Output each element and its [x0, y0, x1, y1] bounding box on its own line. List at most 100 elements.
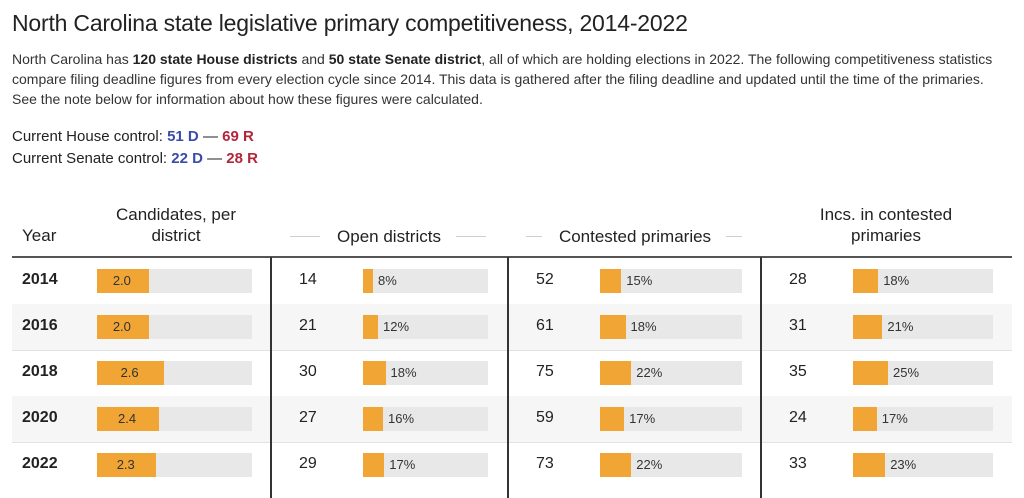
header-open-districts: Open districts [337, 227, 441, 246]
open-districts-bar-track: 18% [363, 361, 488, 385]
open-districts-count: 21 [299, 317, 317, 334]
intro-text-3: , all of which are holding elections in … [12, 51, 993, 107]
incumbents-contested-bar-label: 18% [883, 273, 910, 288]
incumbents-contested-bar-fill [853, 269, 879, 293]
house-control: Current House control: 51 D — 69 R [12, 128, 254, 145]
house-rep-seats: 69 R [222, 128, 254, 145]
year-cell: 2018 [22, 363, 58, 380]
intro-senate-count: 50 state Senate district [328, 51, 482, 67]
incumbents-contested-count: 31 [789, 317, 807, 334]
year-cell: 2020 [22, 409, 58, 426]
open-districts-bar-label: 16% [388, 411, 415, 426]
incumbents-contested-count: 28 [789, 271, 807, 288]
candidates-bar-label: 2.4 [118, 411, 137, 426]
incumbents-contested-bar-track: 17% [853, 407, 993, 431]
candidates-bar-label: 2.3 [116, 457, 135, 472]
incumbents-contested-bar-label: 21% [887, 319, 914, 334]
contested-primaries-bar-track: 18% [600, 315, 742, 339]
open-districts-bar-fill [363, 361, 386, 385]
candidates-bar-fill [97, 407, 159, 431]
open-districts-count: 30 [299, 363, 317, 380]
incumbents-contested-bar-label: 23% [890, 457, 917, 472]
candidates-bar-fill [97, 361, 165, 385]
contested-primaries-bar-fill [600, 407, 625, 431]
header-divider [12, 256, 1012, 258]
contested-primaries-bar-label: 22% [636, 365, 663, 380]
open-districts-count: 29 [299, 455, 317, 472]
incumbents-contested-bar-fill [853, 407, 877, 431]
senate-separator: — [207, 150, 223, 167]
incumbents-contested-bar-track: 23% [853, 453, 993, 477]
contested-primaries-bar-fill [600, 453, 632, 477]
incumbents-contested-bar-label: 25% [893, 365, 920, 380]
candidates-bar-fill [97, 269, 149, 293]
incumbents-contested-bar-track: 18% [853, 269, 993, 293]
house-separator: — [202, 128, 218, 145]
header-incumbents-contested: Incs. in contested primaries [819, 205, 953, 245]
contested-primaries-count: 61 [536, 317, 554, 334]
row-separator [12, 350, 1012, 351]
open-districts-bar-fill [363, 407, 383, 431]
open-districts-bar-label: 17% [389, 457, 416, 472]
senate-control-label: Current Senate control: [12, 150, 168, 167]
contested-primaries-count: 59 [536, 409, 554, 426]
open-districts-bar-fill [363, 269, 373, 293]
header-contested-primaries: Contested primaries [558, 227, 712, 246]
intro-text-2: and [297, 51, 329, 67]
column-divider [507, 257, 509, 498]
contested-primaries-bar-fill [600, 269, 622, 293]
row-separator [12, 442, 1012, 443]
candidates-bar-fill [97, 315, 149, 339]
open-districts-bar-fill [363, 453, 385, 477]
house-dem-seats: 51 D [167, 128, 199, 145]
open-districts-count: 27 [299, 409, 317, 426]
senate-rep-seats: 28 R [226, 150, 258, 167]
contested-primaries-bar-track: 22% [600, 453, 742, 477]
chart-title: North Carolina state legislative primary… [12, 10, 688, 36]
candidates-bar-label: 2.0 [112, 319, 131, 334]
house-control-label: Current House control: [12, 128, 163, 145]
incumbents-contested-bar-track: 25% [853, 361, 993, 385]
incumbents-contested-bar-fill [853, 361, 888, 385]
table-row: 2022 2.3 29 17% 73 22% 33 23% [12, 442, 1012, 488]
contested-primaries-bar-label: 22% [636, 457, 663, 472]
candidates-bar-track: 2.0 [97, 269, 252, 293]
open-districts-bar-fill [363, 315, 378, 339]
incumbents-contested-count: 24 [789, 409, 807, 426]
contested-primaries-bar-label: 15% [626, 273, 653, 288]
open-districts-bar-label: 8% [378, 273, 397, 288]
contested-primaries-bar-fill [600, 361, 632, 385]
contested-primaries-bar-track: 17% [600, 407, 742, 431]
open-districts-bar-track: 8% [363, 269, 488, 293]
candidates-bar-label: 2.6 [120, 365, 139, 380]
open-districts-bar-label: 12% [383, 319, 410, 334]
open-districts-count: 14 [299, 271, 317, 288]
column-divider [270, 257, 272, 498]
incumbents-contested-bar-fill [853, 453, 886, 477]
contested-primaries-bar-track: 22% [600, 361, 742, 385]
contested-primaries-count: 52 [536, 271, 554, 288]
incumbents-contested-count: 33 [789, 455, 807, 472]
candidates-bar-track: 2.3 [97, 453, 252, 477]
contested-primaries-bar-label: 18% [630, 319, 657, 334]
header-candidates-per-district: Candidates, per district [115, 205, 237, 245]
table-row: 2020 2.4 27 16% 59 17% 24 17% [12, 396, 1012, 442]
year-cell: 2014 [22, 271, 58, 288]
open-districts-bar-track: 17% [363, 453, 488, 477]
year-cell: 2016 [22, 317, 58, 334]
table-row: 2014 2.0 14 8% 52 15% 28 18% [12, 258, 1012, 304]
header-rule-left [526, 236, 542, 237]
incumbents-contested-count: 35 [789, 363, 807, 380]
open-districts-bar-label: 18% [390, 365, 417, 380]
senate-dem-seats: 22 D [171, 150, 203, 167]
candidates-bar-track: 2.0 [97, 315, 252, 339]
table-row: 2016 2.0 21 12% 61 18% 31 21% [12, 304, 1012, 350]
candidates-bar-track: 2.4 [97, 407, 252, 431]
candidates-bar-fill [97, 453, 157, 477]
open-districts-bar-track: 16% [363, 407, 488, 431]
intro-paragraph: North Carolina has 120 state House distr… [12, 49, 1012, 109]
incumbents-contested-bar-label: 17% [881, 411, 908, 426]
incumbents-contested-bar-fill [853, 315, 883, 339]
contested-primaries-bar-track: 15% [600, 269, 742, 293]
